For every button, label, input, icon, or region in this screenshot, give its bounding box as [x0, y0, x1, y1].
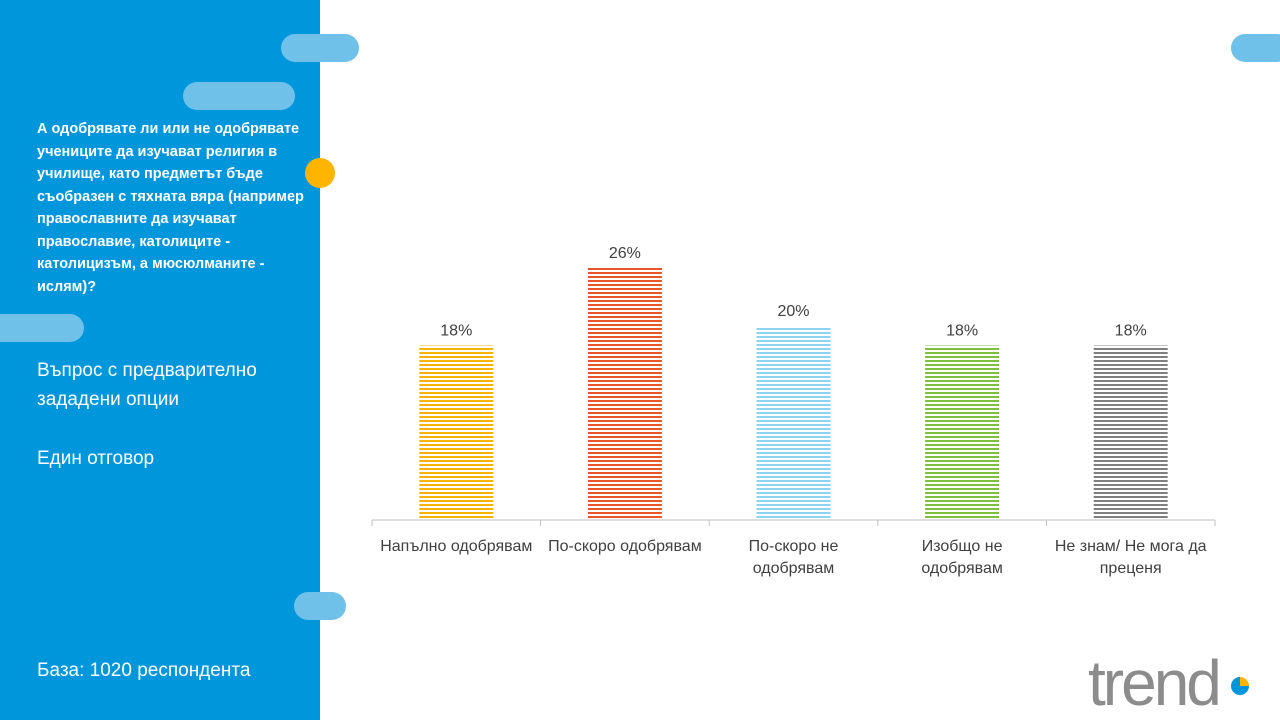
answer-type: Един отговор	[37, 448, 155, 469]
category-label: Изобщо не	[922, 538, 1003, 555]
bar-chart: 18% Напълно одобрявам 26% По-скоро одобрява…	[371, 245, 1216, 577]
decor-pill	[281, 34, 359, 62]
category-label: По-скоро одобрявам	[548, 538, 702, 555]
category-label: Не знам/ Не мога да	[1055, 538, 1207, 555]
decor-pill	[183, 82, 295, 110]
bar-group	[371, 268, 1216, 526]
category-label: Напълно одобрявам	[380, 538, 532, 555]
data-label: 18%	[946, 323, 978, 340]
category-label: одобрявам	[921, 560, 1003, 577]
data-label: 26%	[609, 245, 641, 262]
sidebar-panel: А одобрявате ли или не одобрявате учениц…	[0, 0, 320, 720]
survey-question: А одобрявате ли или не одобрявате учениц…	[37, 121, 304, 295]
logo-pie-slice	[1240, 677, 1249, 686]
decor-dot	[305, 158, 335, 188]
data-label: 20%	[777, 303, 809, 320]
data-label: 18%	[440, 323, 472, 340]
bar	[925, 345, 1000, 520]
category-label: одобрявам	[753, 560, 835, 577]
decor-pill	[1231, 34, 1280, 62]
trend-logo: trend	[1088, 648, 1249, 712]
question-type: Въпрос с предварително зададени опции	[37, 360, 257, 410]
bar	[419, 345, 494, 520]
bar	[587, 268, 662, 520]
decor-pill	[0, 314, 84, 342]
label-group: 18% Напълно одобрявам 26% По-скоро одобрява…	[380, 245, 1206, 577]
respondent-base: База: 1020 респондента	[37, 660, 251, 681]
category-label: По-скоро не	[749, 538, 839, 555]
decor-pill	[294, 592, 346, 620]
category-label: преценя	[1100, 560, 1162, 577]
bar	[1093, 345, 1168, 520]
logo-text: trend	[1088, 648, 1219, 712]
bar	[756, 326, 831, 520]
logo-pie-slice	[1231, 677, 1249, 695]
data-label: 18%	[1115, 323, 1147, 340]
